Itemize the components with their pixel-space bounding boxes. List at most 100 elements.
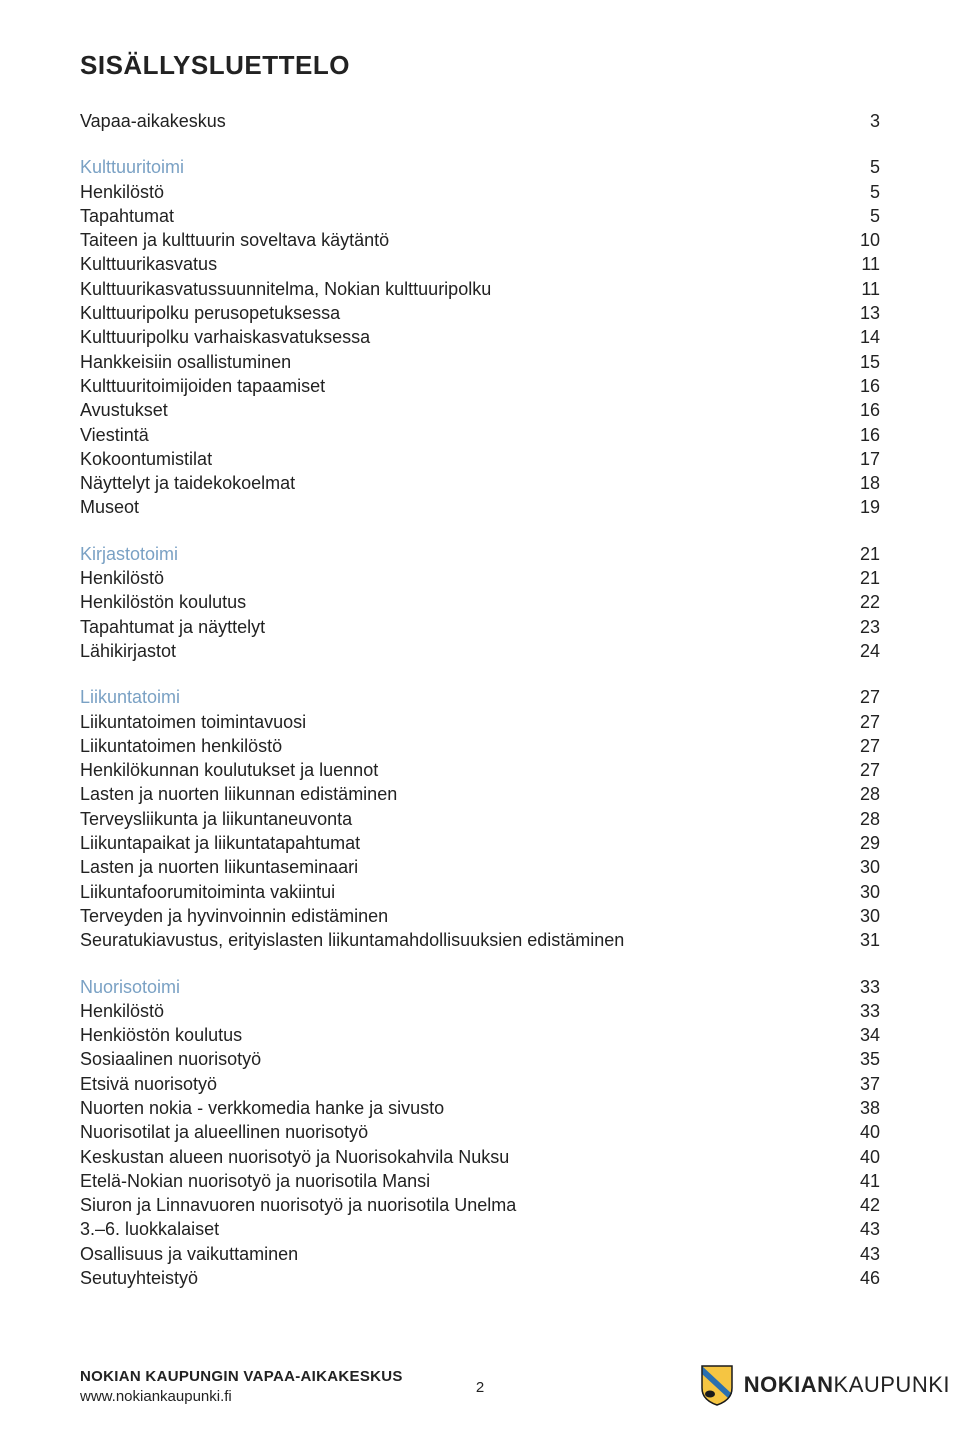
toc-row: Kulttuuritoimijoiden tapaamiset 16: [80, 374, 880, 398]
toc-label: Lasten ja nuorten liikuntaseminaari: [80, 855, 358, 879]
toc-group: Kirjastotoimi21Henkilöstö21Henkilöstön k…: [80, 542, 880, 663]
toc-label: Museot: [80, 495, 139, 519]
toc-label: Liikuntatoimen toimintavuosi: [80, 710, 306, 734]
document-page: SISÄLLYSLUETTELO Vapaa-aikakeskus3Kulttu…: [0, 0, 960, 1430]
toc-label: Liikuntatoimen henkilöstö: [80, 734, 282, 758]
toc-label: Kokoontumistilat: [80, 447, 212, 471]
toc-label: Nuorten nokia - verkkomedia hanke ja siv…: [80, 1096, 444, 1120]
toc-row: Kulttuurikasvatussuunnitelma, Nokian kul…: [80, 277, 880, 301]
footer-left: NOKIAN KAUPUNGIN VAPAA-AIKAKESKUS www.no…: [80, 1367, 403, 1406]
toc-row: Etelä-Nokian nuorisotyö ja nuorisotila M…: [80, 1169, 880, 1193]
toc-page-number: 46: [840, 1266, 880, 1290]
toc-page-number: 16: [840, 398, 880, 422]
toc-row: Lasten ja nuorten liikunnan edistäminen2…: [80, 782, 880, 806]
logo-text-light: KAUPUNKI: [834, 1372, 950, 1397]
toc-page-number: 24: [840, 639, 880, 663]
toc-section-head: Kulttuuritoimi 5: [80, 155, 880, 179]
toc-label: Terveyden ja hyvinvoinnin edistäminen: [80, 904, 388, 928]
toc-label: Lähikirjastot: [80, 639, 176, 663]
toc-label: Vapaa-aikakeskus: [80, 109, 226, 133]
toc-page-number: 5: [840, 180, 880, 204]
toc-group: Kulttuuritoimi5Henkilöstö5Tapahtumat5Tai…: [80, 155, 880, 519]
toc-label: Hankkeisiin osallistuminen: [80, 350, 291, 374]
toc-row: Hankkeisiin osallistuminen 15: [80, 350, 880, 374]
toc-group: Liikuntatoimi27Liikuntatoimen toimintavu…: [80, 685, 880, 952]
toc-page-number: 16: [840, 423, 880, 447]
toc-row: Nuorisotilat ja alueellinen nuorisotyö40: [80, 1120, 880, 1144]
toc-label: Näyttelyt ja taidekokoelmat: [80, 471, 295, 495]
toc-row: 3.–6. luokkalaiset 43: [80, 1217, 880, 1241]
toc-page-number: 15: [840, 350, 880, 374]
toc-label: Tapahtumat ja näyttelyt: [80, 615, 265, 639]
toc-page-number: 3: [840, 109, 880, 133]
toc-page-number: 21: [840, 566, 880, 590]
toc-page-number: 27: [840, 710, 880, 734]
toc-label: Kulttuuritoimi: [80, 155, 184, 179]
toc-label: Etsivä nuorisotyö: [80, 1072, 217, 1096]
toc-page-number: 23: [840, 615, 880, 639]
toc-page-number: 5: [840, 155, 880, 179]
toc-label: Henkilöstö: [80, 566, 164, 590]
toc-page-number: 31: [840, 928, 880, 952]
toc-page-number: 42: [840, 1193, 880, 1217]
toc-page-number: 29: [840, 831, 880, 855]
toc-row: Taiteen ja kulttuurin soveltava käytäntö…: [80, 228, 880, 252]
toc-row: Terveysliikunta ja liikuntaneuvonta28: [80, 807, 880, 831]
toc-row: Henkilöstö 21: [80, 566, 880, 590]
toc-row: Lasten ja nuorten liikuntaseminaari30: [80, 855, 880, 879]
toc-label: Henkiöstön koulutus: [80, 1023, 242, 1047]
toc-page-number: 13: [840, 301, 880, 325]
toc-label: Kulttuuripolku varhaiskasvatuksessa: [80, 325, 370, 349]
logo-text: NOKIANKAUPUNKI: [744, 1372, 950, 1398]
toc-page-number: 16: [840, 374, 880, 398]
footer-url: www.nokiankaupunki.fi: [80, 1387, 403, 1407]
toc-label: Sosiaalinen nuorisotyö: [80, 1047, 261, 1071]
toc-label: Kulttuurikasvatussuunnitelma, Nokian kul…: [80, 277, 491, 301]
toc-section-head: Nuorisotoimi33: [80, 975, 880, 999]
toc-label: Liikuntapaikat ja liikuntatapahtumat: [80, 831, 360, 855]
toc-page-number: 33: [840, 999, 880, 1023]
toc-row: Tapahtumat 5: [80, 204, 880, 228]
toc-page-number: 33: [840, 975, 880, 999]
toc-page-number: 5: [840, 204, 880, 228]
toc-row: Näyttelyt ja taidekokoelmat 18: [80, 471, 880, 495]
toc-row: Kokoontumistilat17: [80, 447, 880, 471]
toc-page-number: 34: [840, 1023, 880, 1047]
toc-row: Sosiaalinen nuorisotyö35: [80, 1047, 880, 1071]
toc-page-number: 30: [840, 904, 880, 928]
toc-label: Taiteen ja kulttuurin soveltava käytäntö: [80, 228, 389, 252]
toc-row: Keskustan alueen nuorisotyö ja Nuorisoka…: [80, 1145, 880, 1169]
toc-section-head: Kirjastotoimi21: [80, 542, 880, 566]
toc-page-number: 14: [840, 325, 880, 349]
toc-label: 3.–6. luokkalaiset: [80, 1217, 219, 1241]
toc-label: Henkilökunnan koulutukset ja luennot: [80, 758, 378, 782]
toc-row: Liikuntapaikat ja liikuntatapahtumat 29: [80, 831, 880, 855]
shield-icon: [698, 1364, 736, 1406]
toc-page-number: 18: [840, 471, 880, 495]
toc-page-number: 19: [840, 495, 880, 519]
toc-row: Osallisuus ja vaikuttaminen43: [80, 1242, 880, 1266]
toc-row: Museot 19: [80, 495, 880, 519]
page-footer: NOKIAN KAUPUNGIN VAPAA-AIKAKESKUS www.no…: [0, 1364, 960, 1406]
toc-page-number: 37: [840, 1072, 880, 1096]
toc-row: Henkilöstö5: [80, 180, 880, 204]
toc-label: Tapahtumat: [80, 204, 174, 228]
toc-label: Seuratukiavustus, erityislasten liikunta…: [80, 928, 624, 952]
toc-page-number: 28: [840, 807, 880, 831]
toc-row: Nuorten nokia - verkkomedia hanke ja siv…: [80, 1096, 880, 1120]
toc-row: Tapahtumat ja näyttelyt 23: [80, 615, 880, 639]
toc-label: Kulttuuripolku perusopetuksessa: [80, 301, 340, 325]
toc-page-number: 21: [840, 542, 880, 566]
toc-page-number: 40: [840, 1145, 880, 1169]
toc-row: Viestintä16: [80, 423, 880, 447]
footer-logo: NOKIANKAUPUNKI: [698, 1364, 950, 1406]
toc-page-number: 43: [840, 1217, 880, 1241]
toc-label: Liikuntafoorumitoiminta vakiintui: [80, 880, 335, 904]
toc-row: Etsivä nuorisotyö 37: [80, 1072, 880, 1096]
toc-label: Kulttuuritoimijoiden tapaamiset: [80, 374, 325, 398]
toc-page-number: 38: [840, 1096, 880, 1120]
toc-row: Liikuntafoorumitoiminta vakiintui30: [80, 880, 880, 904]
toc-page-number: 22: [840, 590, 880, 614]
toc-page-number: 27: [840, 734, 880, 758]
toc-row: Seutuyhteistyö46: [80, 1266, 880, 1290]
